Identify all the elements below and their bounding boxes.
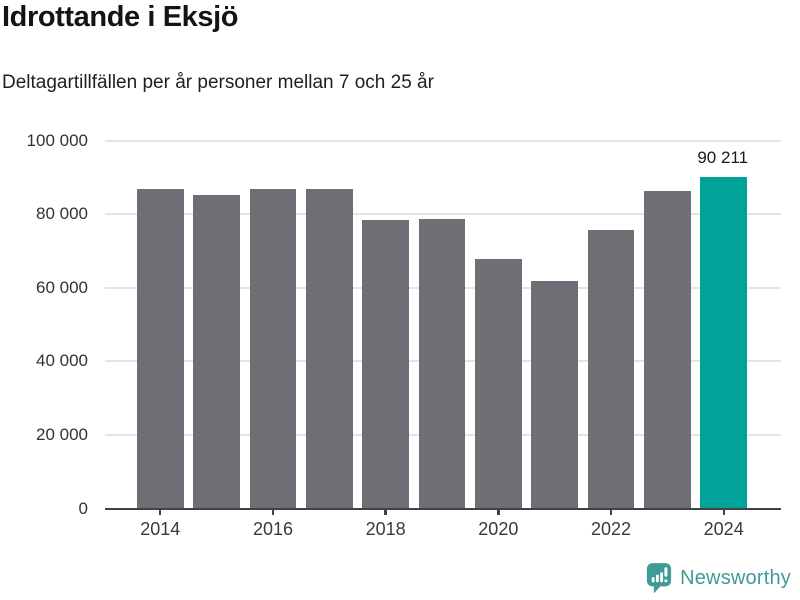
bar-2018: [362, 219, 409, 509]
bar-2017: [306, 189, 353, 509]
bar-2014: [137, 188, 184, 509]
y-tick-label: 60 000: [36, 277, 88, 297]
bar-2021: [531, 280, 578, 509]
y-tick-label: 100 000: [26, 130, 88, 150]
newsworthy-logo-icon: [646, 563, 672, 594]
x-tick-label: 2018: [365, 519, 406, 539]
x-axis-line: [105, 507, 781, 510]
newsworthy-branding: Newsworthy: [645, 562, 791, 595]
bar-2019: [418, 218, 466, 509]
bar-2016: [249, 189, 297, 509]
x-tick-mark: [271, 510, 275, 515]
gridline-80000: [105, 213, 781, 216]
gridline-100000: [105, 139, 781, 142]
x-tick-mark: [609, 510, 613, 515]
bar-2015: [193, 194, 240, 509]
bar-2020: [475, 258, 522, 509]
x-tick-label: 2020: [478, 519, 519, 539]
chart-subtitle: Deltagartillfällen per år personer mella…: [2, 72, 434, 93]
bar-2023: [644, 190, 691, 509]
x-tick-mark: [497, 510, 500, 515]
y-tick-label: 40 000: [36, 351, 88, 371]
x-tick-label: 2024: [703, 519, 744, 539]
annotation-value: 90 211: [697, 147, 749, 167]
y-tick-label: 80 000: [36, 204, 88, 224]
newsworthy-logo-text: Newsworthy: [680, 567, 791, 589]
bar-2024: [700, 176, 747, 509]
chart-title: Idrottande i Eksjö: [2, 1, 239, 33]
y-tick-label: 0: [78, 498, 88, 518]
x-tick-mark: [384, 510, 387, 515]
x-tick-label: 2014: [140, 519, 181, 539]
x-tick-mark: [722, 510, 725, 515]
y-tick-label: 20 000: [36, 424, 88, 444]
x-tick-label: 2022: [590, 519, 632, 539]
x-tick-label: 2016: [252, 519, 293, 539]
x-tick-mark: [159, 510, 162, 515]
bar-2022: [587, 229, 635, 509]
